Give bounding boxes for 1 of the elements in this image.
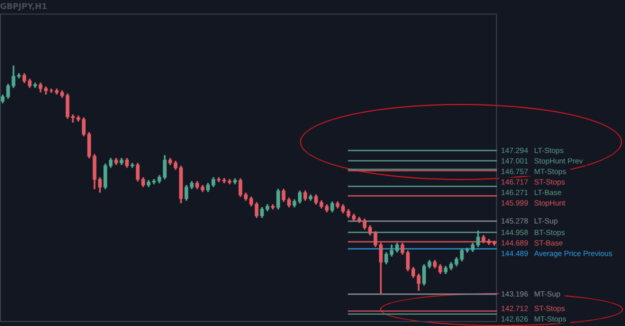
chart-title: GBPJPY,H1 bbox=[0, 2, 48, 11]
